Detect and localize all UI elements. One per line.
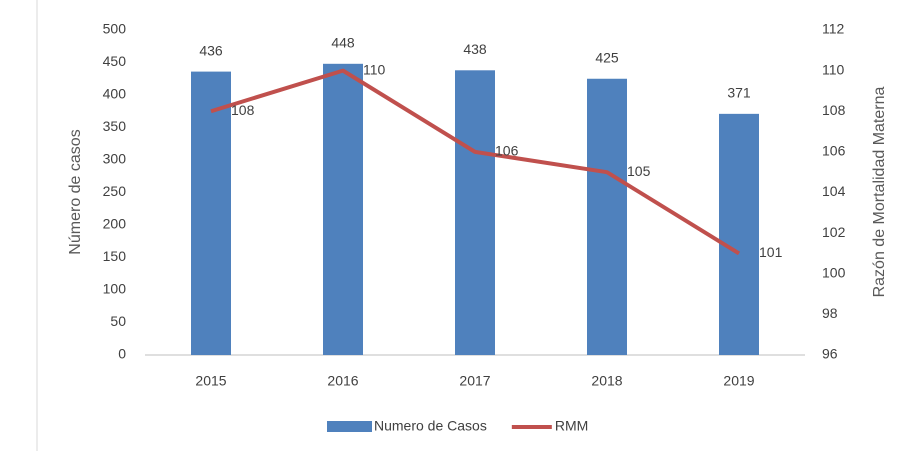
- legend-label: Numero de Casos: [374, 418, 487, 434]
- bar-value-label: 436: [199, 42, 223, 58]
- x-tick-label: 2019: [723, 373, 754, 389]
- bar-value-label: 371: [727, 85, 751, 101]
- y-tick-label: 0: [118, 346, 126, 362]
- x-tick-label: 2018: [591, 373, 622, 389]
- line-value-label: 110: [363, 61, 386, 77]
- y-axis-label: Número de casos: [67, 129, 84, 254]
- x-tick-label: 2015: [195, 373, 226, 389]
- bar: [455, 70, 495, 356]
- y2-tick-label: 102: [822, 224, 846, 240]
- y-tick-label: 350: [103, 118, 127, 134]
- bar: [323, 63, 363, 356]
- x-tick-label: 2016: [327, 373, 358, 389]
- bar-value-label: 438: [463, 41, 487, 57]
- bar: [719, 113, 759, 355]
- x-tick-label: 2017: [459, 373, 490, 389]
- y2-tick-label: 96: [822, 346, 838, 362]
- y-tick-label: 300: [103, 151, 127, 167]
- line-value-label: 101: [759, 244, 783, 260]
- y2-tick-label: 98: [822, 305, 838, 321]
- y-tick-label: 400: [103, 86, 127, 102]
- legend-swatch: [327, 421, 372, 432]
- line: [210, 68, 741, 256]
- y2-tick-label: 104: [822, 183, 846, 199]
- legend-label: RMM: [555, 418, 588, 434]
- y2-tick-label: 100: [822, 264, 846, 280]
- bar-value-label: 425: [595, 49, 619, 65]
- y2-axis-label: Razón de Mortalidad Materna: [871, 87, 888, 298]
- y-tick-label: 100: [103, 281, 127, 297]
- bar: [191, 71, 231, 355]
- y-tick-label: 50: [110, 313, 126, 329]
- y-tick-label: 150: [103, 248, 127, 264]
- y-tick-label: 500: [103, 21, 127, 37]
- line-value-label: 105: [627, 163, 651, 179]
- line-value-label: 106: [495, 143, 519, 159]
- line-value-label: 108: [231, 102, 255, 118]
- y-tick-label: 450: [103, 53, 127, 69]
- y-tick-label: 200: [103, 216, 127, 232]
- y2-tick-label: 110: [822, 61, 845, 77]
- y2-tick-label: 106: [822, 143, 846, 159]
- y2-tick-label: 112: [822, 21, 845, 37]
- y-tick-label: 250: [103, 183, 127, 199]
- y2-tick-label: 108: [822, 102, 846, 118]
- bar-value-label: 448: [331, 35, 355, 51]
- bar: [587, 78, 627, 355]
